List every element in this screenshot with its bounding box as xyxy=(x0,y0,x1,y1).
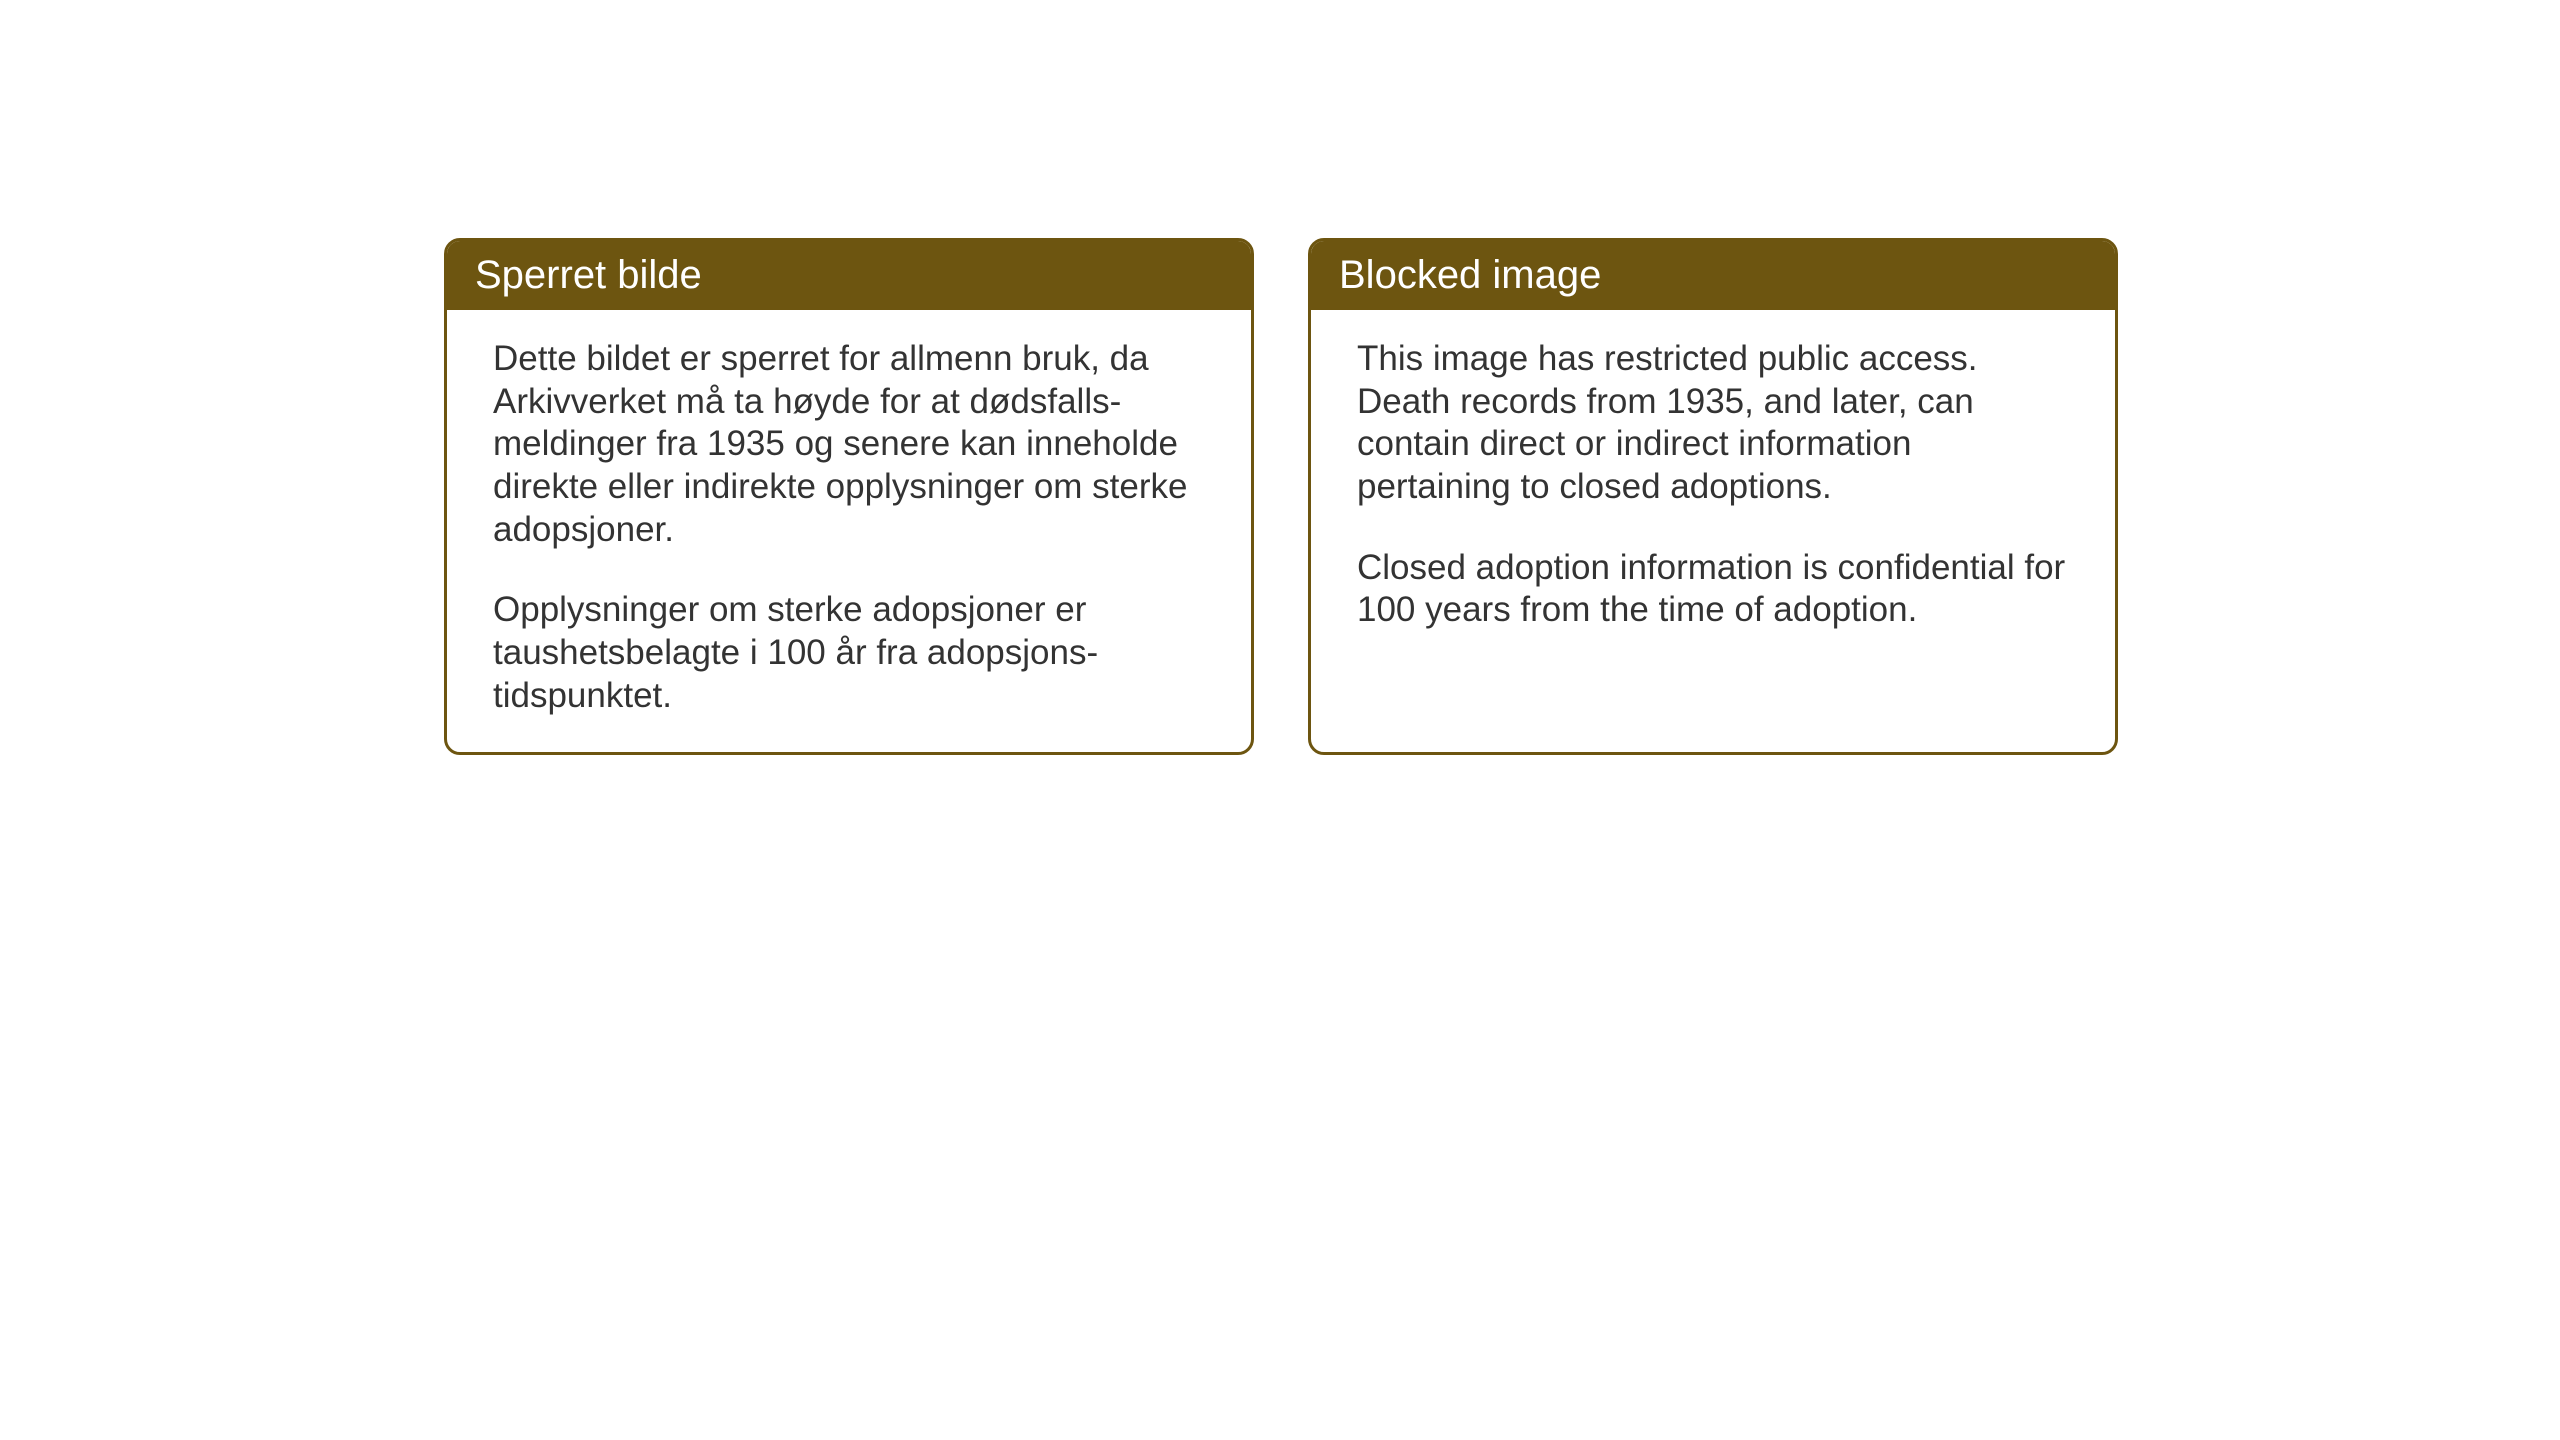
card-norwegian-header: Sperret bilde xyxy=(447,241,1251,310)
card-english-paragraph-2: Closed adoption information is confident… xyxy=(1357,547,2069,632)
card-norwegian-title: Sperret bilde xyxy=(475,253,702,297)
card-english-header: Blocked image xyxy=(1311,241,2115,310)
card-norwegian-paragraph-1: Dette bildet er sperret for allmenn bruk… xyxy=(493,338,1205,551)
card-norwegian: Sperret bilde Dette bildet er sperret fo… xyxy=(444,238,1254,755)
card-english-title: Blocked image xyxy=(1339,253,1601,297)
card-norwegian-body: Dette bildet er sperret for allmenn bruk… xyxy=(447,310,1251,752)
cards-container: Sperret bilde Dette bildet er sperret fo… xyxy=(444,238,2118,755)
card-english-paragraph-1: This image has restricted public access.… xyxy=(1357,338,2069,509)
card-english: Blocked image This image has restricted … xyxy=(1308,238,2118,755)
card-english-body: This image has restricted public access.… xyxy=(1311,310,2115,740)
card-norwegian-paragraph-2: Opplysninger om sterke adopsjoner er tau… xyxy=(493,589,1205,717)
